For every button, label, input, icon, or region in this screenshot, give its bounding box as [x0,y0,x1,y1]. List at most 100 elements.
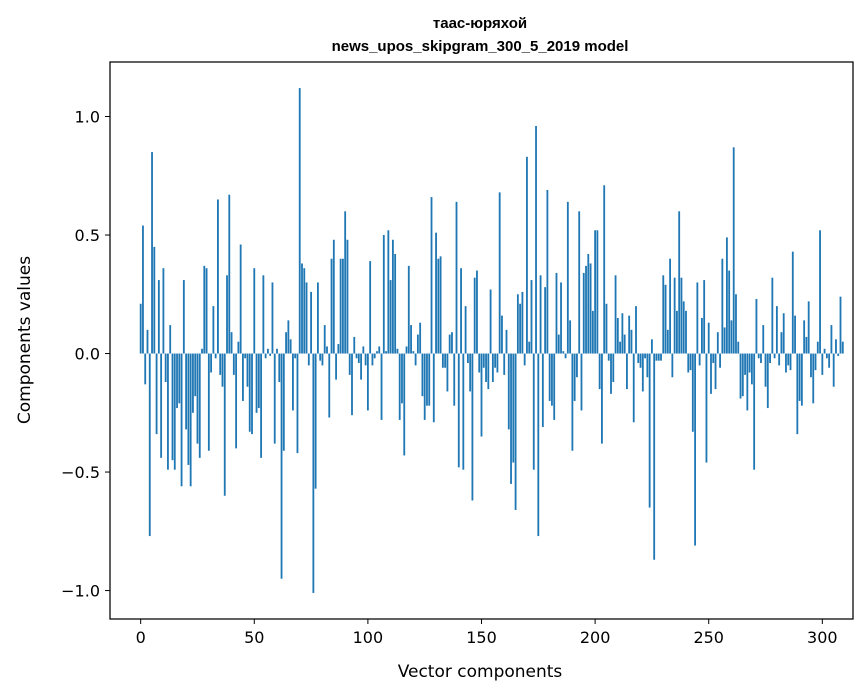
bar [789,353,792,371]
bar [651,339,653,354]
bars-group [139,88,844,593]
bar [246,353,249,387]
bar [807,301,810,354]
bar [841,341,844,354]
bar [603,185,606,354]
bar [196,353,199,444]
bar [251,353,253,435]
bar [385,351,387,354]
bar [198,353,201,458]
bar [271,282,274,354]
bar [269,353,272,356]
bar [810,353,812,378]
bar [803,320,806,354]
bar [323,325,326,354]
bar [482,353,485,368]
bar [185,353,188,430]
bar [748,353,751,373]
bar [814,353,817,371]
bar [498,192,501,354]
bar [469,353,472,392]
bar [707,322,710,354]
bar [489,289,492,354]
bar [139,303,142,354]
x-axis-label: Vector components [398,662,563,682]
bar [366,353,369,411]
bar [476,270,478,354]
bar [830,325,833,354]
bar [403,353,406,456]
bar [373,353,376,359]
bar [523,353,526,366]
bar [676,310,678,354]
bar [432,353,435,423]
bar [678,211,681,354]
bar [576,353,578,378]
bar [662,275,665,354]
x-tick-label: 200 [580,628,611,647]
bar [278,353,281,382]
bar [794,315,796,354]
bar [787,353,790,366]
bar [669,258,671,354]
bar [557,334,560,354]
bar [496,353,499,373]
bar [666,329,669,354]
bar [680,277,683,354]
bar [612,353,615,382]
bar [566,201,569,354]
bar [725,237,728,354]
bar [816,341,819,354]
bar [682,301,685,354]
bar [755,299,758,354]
bar [689,353,692,371]
bar [455,201,458,354]
bar [312,353,315,593]
bar [644,353,647,359]
bar [153,246,156,354]
bar [753,353,756,470]
bar [798,353,801,401]
bar [580,353,583,411]
bar [532,353,535,470]
bar [732,147,735,354]
bar [641,353,644,392]
bar [519,303,522,354]
bar [319,353,322,361]
bar [237,341,240,354]
bar [703,280,706,354]
bar [775,306,778,354]
x-axis-ticks: 0 50 100 150 200 250 300 [136,619,838,647]
bar [371,353,374,366]
bar [485,353,487,382]
bar [825,353,828,359]
bar [673,277,676,354]
bar [232,353,235,375]
bar [355,353,358,359]
bar [516,294,519,354]
y-tick-label: −1.0 [61,582,100,601]
bar [505,329,508,354]
bar [623,334,626,354]
bar [262,275,265,354]
bar [182,280,185,354]
bar [328,353,331,418]
bar [800,353,803,406]
bar [189,353,192,487]
bar [712,353,715,364]
bar [398,353,401,420]
bar [539,275,542,354]
bar [344,211,347,354]
bar [628,315,631,354]
bar [501,315,503,354]
bar [630,329,633,354]
bar [582,272,585,354]
bar [446,353,449,392]
bar [226,275,228,354]
bar [201,348,203,354]
bar [321,353,324,366]
bar [664,284,667,354]
bar [346,239,349,354]
bar [155,353,158,435]
